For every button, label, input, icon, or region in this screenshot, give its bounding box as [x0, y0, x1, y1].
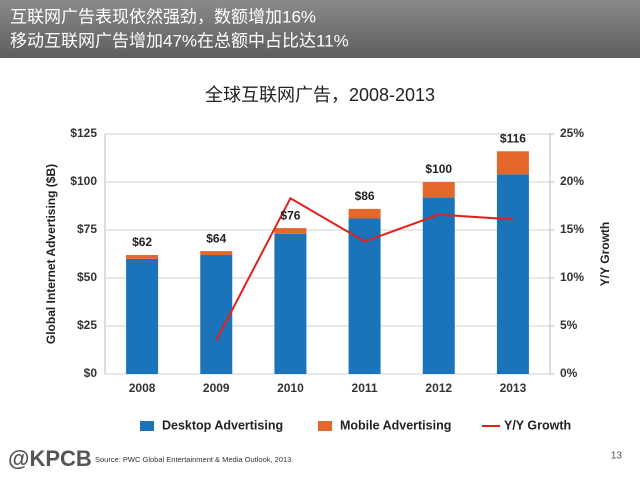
bar [348, 208, 381, 219]
bar [422, 182, 455, 198]
bar [126, 254, 159, 259]
total-label: $86 [355, 189, 375, 203]
y-tick-label: $0 [84, 366, 98, 380]
chart-title: 全球互联网广告，2008-2013 [205, 85, 435, 105]
total-label: $62 [132, 235, 152, 249]
x-tick-label: 2009 [203, 381, 230, 395]
legend-key [140, 421, 154, 431]
bar [274, 233, 307, 374]
x-tick-label: 2011 [352, 381, 378, 395]
total-label: $116 [500, 131, 526, 145]
y2-tick-label: 5% [560, 318, 578, 332]
bar [496, 174, 529, 374]
legend-label: Mobile Advertising [340, 418, 451, 432]
source: Source: PWC Global Entertainment & Media… [95, 455, 293, 464]
y2-tick-label: 10% [560, 270, 584, 284]
y2-tick-label: 20% [560, 174, 584, 188]
y2-axis-label: Y/Y Growth [598, 222, 612, 286]
y-tick-label: $100 [70, 174, 97, 188]
bar [200, 251, 233, 255]
growth-line [215, 196, 513, 341]
bar [126, 258, 159, 374]
total-label: $64 [206, 231, 226, 245]
y2-tick-label: 0% [560, 366, 578, 380]
bar [274, 228, 307, 234]
bar [496, 151, 529, 175]
x-tick-label: 2012 [425, 381, 452, 395]
legend-label: Desktop Advertising [162, 418, 283, 432]
legend-key [318, 421, 332, 431]
legend-label: Y/Y Growth [504, 418, 571, 432]
bar [348, 218, 381, 374]
x-tick-label: 2008 [129, 381, 156, 395]
header-line: 互联网广告表现依然强劲，数额增加16% [10, 7, 316, 26]
total-label: $76 [280, 208, 300, 222]
y2-tick-label: 25% [560, 126, 584, 140]
x-tick-label: 2010 [277, 381, 304, 395]
total-label: $100 [425, 162, 452, 176]
brand: @KPCB [8, 446, 92, 471]
y-tick-label: $75 [77, 222, 97, 236]
y-tick-label: $25 [77, 318, 97, 332]
y-tick-label: $50 [77, 270, 97, 284]
bar [200, 254, 233, 374]
y2-tick-label: 15% [560, 222, 584, 236]
header-line: 移动互联网广告增加47%在总额中占比达11% [10, 31, 349, 50]
page-number: 13 [611, 451, 623, 462]
header-bar [0, 0, 640, 58]
x-tick-label: 2013 [500, 381, 527, 395]
y-axis-label: Global Internet Advertising ($B) [44, 164, 58, 344]
bar [422, 197, 455, 374]
y-tick-label: $125 [70, 126, 97, 140]
